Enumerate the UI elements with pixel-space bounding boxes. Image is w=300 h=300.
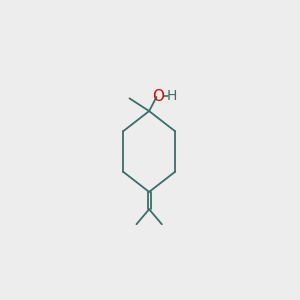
- Text: H: H: [167, 89, 177, 103]
- Text: O: O: [152, 88, 164, 104]
